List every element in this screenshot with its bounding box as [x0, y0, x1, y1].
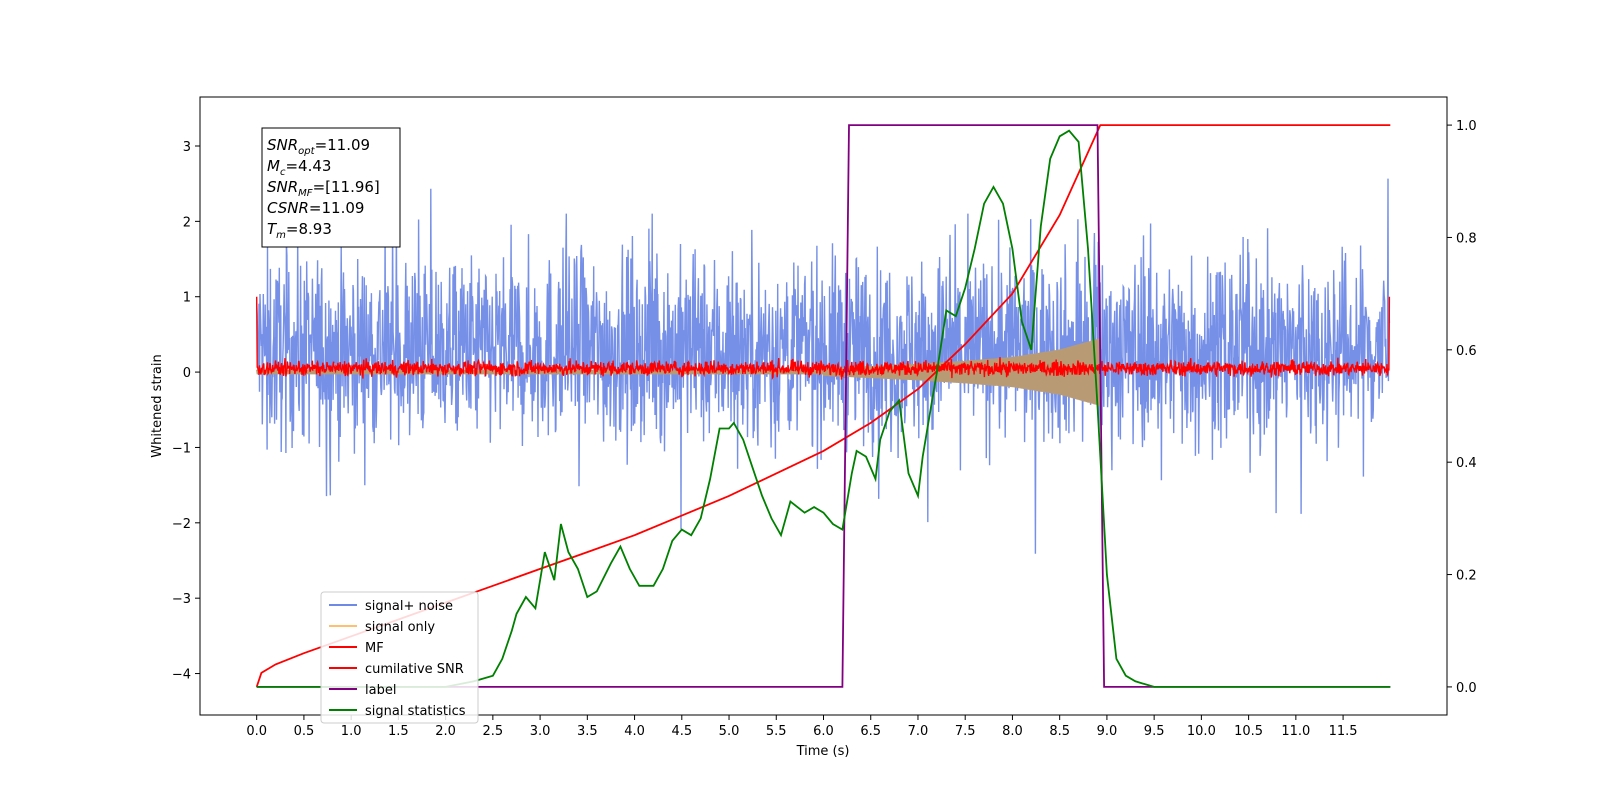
y-tick-label: 0 [183, 366, 191, 381]
x-tick-label: 4.5 [671, 724, 692, 739]
x-tick-label: 1.5 [388, 724, 409, 739]
x-tick-label: 0.5 [294, 724, 315, 739]
x-tick-label: 0.0 [246, 724, 267, 739]
x-tick-label: 7.5 [955, 724, 976, 739]
y2-tick-label: 0.6 [1456, 344, 1477, 359]
y2-tick-label: 0.2 [1456, 569, 1477, 584]
x-tick-label: 11.0 [1281, 724, 1310, 739]
y-tick-label: 1 [183, 291, 191, 306]
y2-tick-label: 0.8 [1456, 231, 1477, 246]
legend-label: cumilative SNR [365, 662, 464, 677]
y2-tick-label: 0.0 [1456, 681, 1477, 696]
annotation-line: SNRopt=11.09 [267, 136, 370, 157]
annotation-line: SNRMF=[11.96] [267, 178, 380, 199]
legend-label: signal only [365, 620, 435, 635]
x-tick-label: 5.0 [719, 724, 740, 739]
x-tick-label: 4.0 [624, 724, 645, 739]
x-tick-label: 6.0 [813, 724, 834, 739]
series-signal-noise-line [256, 178, 1391, 554]
legend-label: signal statistics [365, 704, 466, 719]
y-axis-left: −4 −3 −2 −1 0 1 2 3 [172, 140, 200, 683]
y2-tick-label: 1.0 [1456, 119, 1477, 134]
x-axis: 0.0 0.5 1.0 1.5 2.0 2.5 3.0 3.5 4.0 4.5 5.0 5.5 6.0 6… [246, 715, 1358, 739]
x-tick-label: 9.0 [1097, 724, 1118, 739]
x-tick-label: 7.0 [908, 724, 929, 739]
x-tick-label: 2.5 [483, 724, 504, 739]
x-tick-label: 10.5 [1234, 724, 1263, 739]
series-signal-statistics-line [256, 129, 1391, 688]
x-tick-label: 1.0 [341, 724, 362, 739]
y-axis-right: 0.0 0.2 0.4 0.6 0.8 1.0 [1447, 119, 1477, 696]
x-tick-label: 8.5 [1049, 724, 1070, 739]
x-tick-label: 6.5 [860, 724, 881, 739]
x-tick-label: 9.5 [1144, 724, 1165, 739]
x-tick-label: 3.0 [530, 724, 551, 739]
y-tick-label: −3 [172, 592, 191, 607]
x-tick-label: 8.0 [1002, 724, 1023, 739]
legend-label: label [365, 683, 396, 698]
y-tick-label: 3 [183, 140, 191, 155]
annotation-line: Tm=8.93 [267, 220, 332, 241]
annotation-line: CSNR=11.09 [267, 199, 364, 217]
y-tick-label: −1 [172, 441, 191, 456]
legend-label: signal+ noise [365, 599, 453, 614]
legend: signal+ noise signal only MF cumilative SNR… [320, 591, 479, 724]
y-axis-label: Whitened strain [150, 354, 165, 457]
legend-frame [320, 591, 479, 724]
y2-tick-label: 0.4 [1456, 456, 1477, 471]
legend-label: MF [365, 641, 384, 656]
series-mf-line [256, 296, 1391, 381]
annotation-frame [261, 127, 401, 248]
x-tick-label: 2.0 [435, 724, 456, 739]
x-tick-label: 5.5 [766, 724, 787, 739]
annotation-line: Mc=4.43 [267, 157, 331, 178]
x-axis-label: Time (s) [796, 744, 850, 759]
x-tick-label: 11.5 [1329, 724, 1358, 739]
stats-annotation-box: SNRopt=11.09Mc=4.43SNRMF=[11.96]CSNR=11.… [261, 127, 401, 248]
y-tick-label: 2 [183, 215, 191, 230]
y-tick-label: −4 [172, 668, 191, 683]
y-tick-label: −2 [172, 517, 191, 532]
x-tick-label: 3.5 [577, 724, 598, 739]
x-tick-label: 10.0 [1187, 724, 1216, 739]
